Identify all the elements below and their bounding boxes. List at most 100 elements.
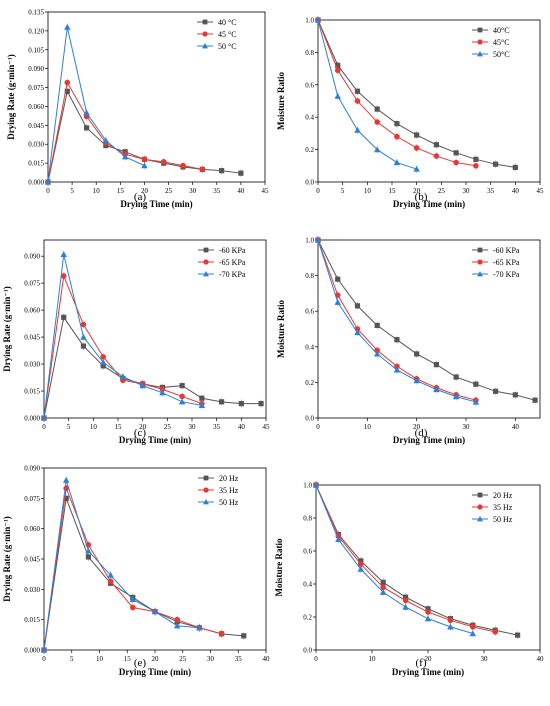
x-tick-label: 40 xyxy=(512,423,520,431)
x-axis-title: Drying Time (min) xyxy=(119,667,191,677)
y-tick-label: 1.0 xyxy=(305,17,314,25)
series-line xyxy=(317,239,476,401)
x-tick-label: 40 xyxy=(512,187,520,195)
x-tick-label: 35 xyxy=(213,423,221,431)
y-tick-label: 0.090 xyxy=(28,65,44,73)
data-point xyxy=(532,397,538,403)
legend-label: -70 KPa xyxy=(219,270,246,279)
series-line xyxy=(317,239,536,401)
series-3 xyxy=(312,481,477,638)
legend-marker xyxy=(202,43,208,49)
x-tick-label: 10 xyxy=(364,187,372,195)
y-tick-label: 0.060 xyxy=(24,525,40,533)
data-point xyxy=(469,630,477,637)
data-point xyxy=(393,159,401,166)
data-point xyxy=(121,153,129,160)
series-line xyxy=(317,19,476,167)
legend-label: 50°C xyxy=(493,50,510,59)
y-tick-label: 0.6 xyxy=(305,81,314,89)
legend-label: 20 Hz xyxy=(493,491,513,500)
chart-panel-4: 0 10 20 30 40 0.0 0.2 0.4 0.6 0.8 1.0 Drying Time (… xyxy=(276,236,541,445)
x-tick-label: 0 xyxy=(42,655,46,663)
y-tick-label: 0.000 xyxy=(28,179,44,187)
y-tick-label: 0.015 xyxy=(24,388,40,396)
data-point xyxy=(130,604,136,611)
series-line xyxy=(317,19,417,170)
x-tick-label: 40 xyxy=(537,655,545,663)
x-tick-label: 20 xyxy=(141,187,149,195)
data-point xyxy=(414,351,420,357)
data-point xyxy=(402,597,409,604)
y-tick-label: 0.2 xyxy=(305,379,314,387)
y-tick-label: 0.6 xyxy=(305,308,314,316)
data-point xyxy=(335,276,341,282)
data-point xyxy=(219,168,225,174)
x-tick-label: 15 xyxy=(117,187,125,195)
series-line xyxy=(43,486,222,651)
x-tick-label: 35 xyxy=(487,187,495,195)
legend-label: -65 KPa xyxy=(493,258,520,267)
data-point xyxy=(241,633,247,639)
x-tick-label: 20 xyxy=(413,423,421,431)
data-point xyxy=(238,170,244,176)
data-point xyxy=(493,161,499,167)
plot-frame xyxy=(43,239,267,419)
data-point xyxy=(413,145,420,151)
data-point xyxy=(512,164,518,171)
legend-label: 50 Hz xyxy=(493,515,513,524)
legend-marker xyxy=(477,51,483,57)
data-point xyxy=(354,126,361,133)
x-axis-title: Drying Time (min) xyxy=(119,435,191,445)
series-3 xyxy=(40,250,206,422)
data-point xyxy=(198,402,206,409)
data-point xyxy=(60,251,67,257)
y-axis-title: Drying Rate (g·min⁻¹) xyxy=(2,516,12,601)
y-tick-label: 0.2 xyxy=(305,146,314,154)
x-axis-title: Drying Time (min) xyxy=(392,667,464,677)
data-point xyxy=(151,608,159,615)
legend-label: -65 KPa xyxy=(219,258,246,267)
x-tick-label: 0 xyxy=(314,655,318,663)
data-point xyxy=(334,92,341,99)
x-tick-label: 20 xyxy=(413,187,421,195)
y-tick-label: 0.8 xyxy=(303,515,312,523)
series-2 xyxy=(41,271,205,422)
panel-label: (b) xyxy=(415,191,428,203)
data-point xyxy=(107,578,114,585)
data-point xyxy=(379,589,387,595)
legend-label: 20 Hz xyxy=(219,474,239,483)
x-tick-label: 40 xyxy=(238,423,246,431)
data-point xyxy=(413,165,420,172)
y-tick-label: 0.030 xyxy=(24,586,40,594)
data-point xyxy=(374,322,380,329)
series-3 xyxy=(314,236,480,406)
x-tick-label: 0 xyxy=(316,187,320,195)
legend-marker xyxy=(477,27,483,33)
legend-marker xyxy=(202,19,208,25)
y-tick-label: 0.8 xyxy=(305,49,314,57)
legend-label: 45°C xyxy=(493,38,510,47)
data-point xyxy=(354,329,361,336)
data-point xyxy=(199,166,206,173)
series-line xyxy=(43,254,202,419)
data-point xyxy=(196,624,203,631)
data-point xyxy=(99,359,107,365)
data-point xyxy=(470,624,476,630)
data-point xyxy=(119,373,127,380)
data-point xyxy=(433,142,439,148)
y-tick-label: 0.090 xyxy=(24,253,40,261)
data-point xyxy=(160,159,167,165)
x-tick-label: 10 xyxy=(364,423,372,431)
x-tick-label: 45 xyxy=(262,187,270,195)
data-point xyxy=(63,495,69,501)
data-point xyxy=(394,121,400,127)
data-point xyxy=(453,159,459,166)
legend-marker xyxy=(203,487,209,493)
data-point xyxy=(380,579,386,585)
data-point xyxy=(64,88,70,94)
data-point xyxy=(173,622,181,629)
x-axis-title: Drying Time (min) xyxy=(393,199,465,209)
data-point xyxy=(139,382,146,389)
data-point xyxy=(373,350,381,357)
